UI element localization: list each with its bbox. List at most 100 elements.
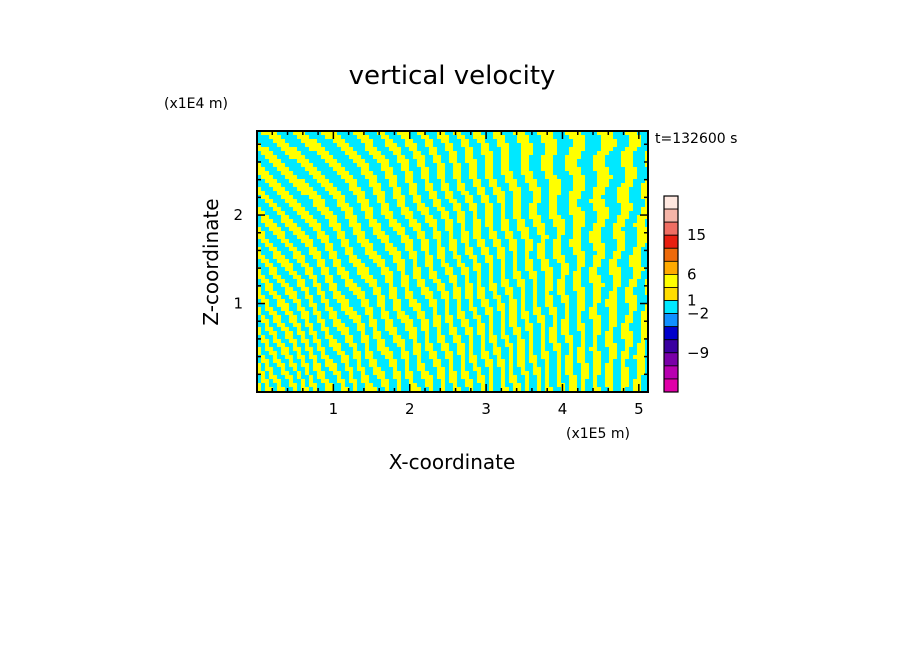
field-cell	[429, 247, 438, 252]
field-cell	[545, 295, 554, 300]
field-cell	[541, 235, 550, 240]
field-cell	[321, 211, 334, 216]
field-cell	[349, 255, 358, 260]
field-cell	[621, 383, 630, 388]
field-cell	[477, 175, 486, 180]
field-cell	[257, 351, 262, 356]
field-cell	[605, 187, 618, 192]
field-cell	[593, 195, 602, 200]
field-cell	[485, 311, 494, 316]
field-cell	[545, 271, 554, 276]
field-cell	[265, 155, 278, 160]
field-cell	[601, 135, 614, 140]
field-cell	[313, 351, 322, 356]
field-cell	[505, 199, 514, 204]
field-cell	[261, 315, 266, 320]
field-cell	[557, 355, 562, 360]
field-cell	[325, 275, 334, 280]
field-cell	[505, 247, 510, 252]
field-cell	[425, 255, 434, 260]
field-cell	[373, 371, 386, 376]
field-cell	[289, 351, 298, 356]
field-cell	[505, 311, 510, 316]
field-cell	[453, 195, 466, 200]
field-cell	[313, 307, 318, 312]
field-cell	[629, 195, 642, 200]
field-cell	[513, 259, 518, 264]
field-cell	[417, 203, 426, 208]
field-cell	[545, 375, 550, 380]
field-cell	[329, 271, 338, 276]
field-cell	[337, 171, 350, 176]
field-cell	[557, 195, 570, 200]
field-cell	[593, 243, 606, 248]
field-cell	[533, 147, 546, 152]
field-cell	[601, 323, 610, 328]
field-cell	[257, 291, 262, 296]
colorbar-bin	[663, 378, 679, 393]
field-cell	[261, 187, 274, 192]
field-cell	[357, 183, 370, 188]
field-cell	[585, 183, 598, 188]
field-cell	[613, 335, 622, 340]
field-cell	[305, 335, 314, 340]
field-cell	[621, 155, 634, 160]
field-cell	[441, 263, 450, 268]
field-cell	[605, 223, 614, 228]
field-cell	[593, 187, 606, 192]
field-cell	[553, 303, 566, 308]
field-cell	[465, 247, 474, 252]
field-cell	[413, 267, 422, 272]
field-cell	[493, 203, 502, 208]
field-cell	[257, 267, 262, 272]
field-cell	[429, 319, 434, 324]
field-cell	[457, 251, 466, 256]
field-cell	[365, 263, 378, 268]
field-cell	[553, 319, 558, 324]
field-cell	[549, 211, 558, 216]
field-cell	[441, 259, 446, 264]
field-cell	[425, 315, 434, 320]
field-cell	[557, 207, 570, 212]
field-cell	[361, 139, 374, 144]
field-cell	[265, 371, 270, 376]
field-cell	[577, 355, 586, 360]
field-cell	[261, 239, 270, 244]
field-cell	[449, 347, 458, 352]
field-cell	[593, 303, 598, 308]
field-cell	[533, 175, 546, 180]
field-cell	[501, 215, 506, 220]
field-cell	[313, 363, 322, 368]
field-cell	[537, 299, 546, 304]
field-cell	[417, 299, 430, 304]
field-cell	[325, 199, 338, 204]
field-cell	[353, 279, 366, 284]
field-cell	[629, 199, 646, 204]
field-cell	[365, 295, 378, 300]
field-cell	[501, 315, 506, 320]
field-cell	[329, 379, 338, 384]
field-cell	[497, 355, 502, 360]
field-cell	[297, 199, 314, 204]
field-cell	[541, 343, 546, 348]
field-cell	[341, 207, 354, 212]
field-cell	[457, 307, 462, 312]
field-cell	[433, 319, 442, 324]
field-cell	[273, 327, 282, 332]
field-cell	[309, 387, 314, 392]
field-cell	[409, 387, 422, 392]
field-cell	[277, 271, 290, 276]
field-cell	[309, 371, 318, 376]
field-cell	[473, 351, 482, 356]
field-cell	[429, 167, 438, 172]
field-cell	[545, 251, 554, 256]
field-cell	[565, 387, 570, 392]
field-cell	[345, 167, 362, 172]
field-cell	[369, 343, 378, 348]
field-cell	[569, 307, 578, 312]
field-cell	[585, 139, 602, 144]
field-cell	[449, 303, 458, 308]
field-cell	[485, 343, 494, 348]
field-cell	[385, 175, 398, 180]
field-cell	[617, 343, 626, 348]
